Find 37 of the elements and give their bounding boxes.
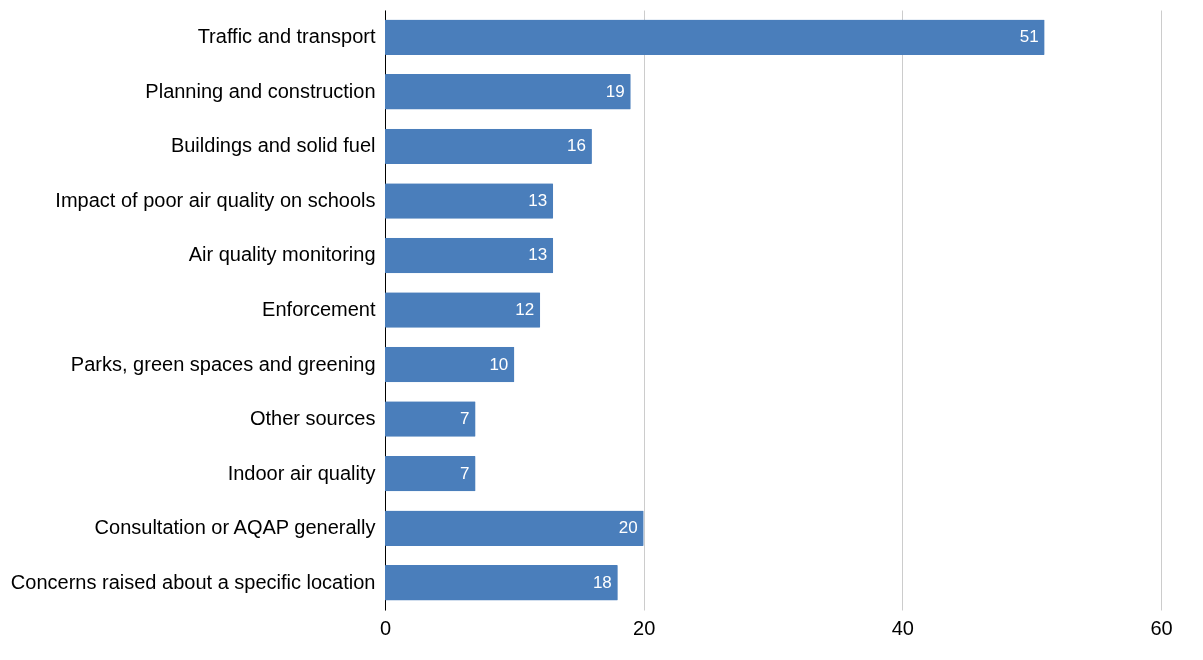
- y-tick-label: Indoor air quality: [227, 461, 376, 484]
- y-tick-label: Impact of poor air quality on schools: [55, 188, 376, 211]
- bar: [385, 510, 644, 546]
- x-tick-label: 20: [633, 616, 656, 639]
- x-tick-label: 40: [891, 616, 914, 639]
- data-label: 12: [515, 300, 535, 319]
- bar: [385, 74, 631, 110]
- data-label: 51: [1019, 27, 1039, 47]
- y-tick-label: Concerns raised about a specific location: [10, 570, 376, 593]
- data-label: 19: [605, 81, 625, 101]
- y-tick-label: Other sources: [249, 407, 376, 430]
- y-tick-label: Consultation or AQAP generally: [94, 516, 376, 539]
- bar: [385, 401, 476, 437]
- data-label: 20: [618, 518, 638, 538]
- data-label: 10: [489, 354, 509, 374]
- y-tick-label: Traffic and transport: [197, 25, 376, 48]
- bar: [385, 183, 554, 219]
- data-label: 16: [567, 136, 586, 156]
- bar: [385, 128, 592, 165]
- data-label: 13: [528, 190, 548, 210]
- bar: [385, 565, 618, 601]
- data-label: 7: [460, 409, 470, 429]
- bar: [385, 292, 541, 328]
- bar: [385, 455, 476, 492]
- x-tick-label: 60: [1150, 616, 1173, 639]
- bar: [385, 237, 554, 274]
- data-label: 13: [528, 245, 548, 265]
- y-tick-label: Air quality monitoring: [188, 243, 376, 266]
- y-tick-label: Planning and construction: [145, 79, 376, 102]
- data-label: 7: [460, 463, 470, 483]
- y-tick-label: Buildings and solid fuel: [170, 134, 376, 157]
- x-tick-label: 0: [379, 616, 392, 639]
- y-tick-label: Enforcement: [262, 298, 376, 320]
- bar: [385, 19, 1045, 55]
- y-tick-label: Parks, green spaces and greening: [70, 352, 376, 375]
- bar: [385, 346, 515, 383]
- data-label: 18: [592, 572, 612, 592]
